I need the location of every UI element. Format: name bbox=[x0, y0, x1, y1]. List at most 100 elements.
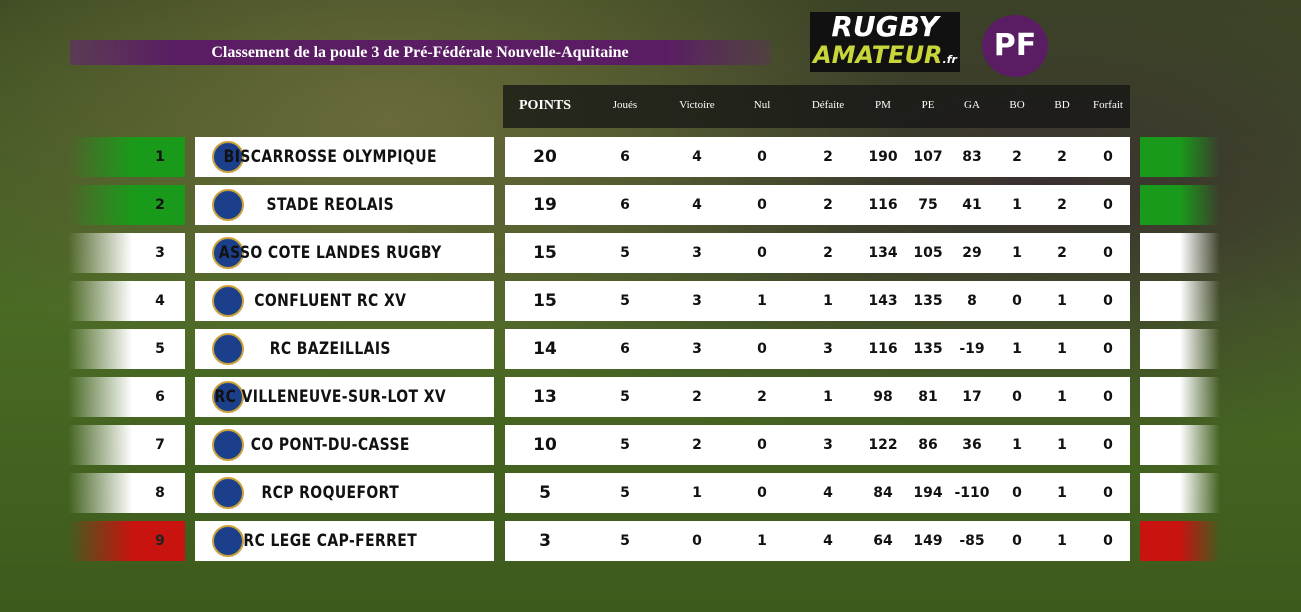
team-name: ASSO COTE LANDES RUGBY bbox=[218, 243, 442, 263]
stat: 83 bbox=[962, 149, 982, 165]
title: Classement de la poule 3 de Pré-Fédérale… bbox=[70, 40, 770, 65]
column-header: BD bbox=[1054, 99, 1070, 111]
stat: 1 bbox=[1057, 533, 1067, 549]
rank: 8 bbox=[155, 485, 165, 501]
stat: -110 bbox=[954, 485, 990, 501]
stat: 3 bbox=[692, 245, 702, 261]
stat: 1 bbox=[1012, 341, 1022, 357]
stats-cell bbox=[505, 185, 1130, 225]
team-logo bbox=[212, 189, 244, 221]
team-cell bbox=[195, 425, 494, 465]
stat: 8 bbox=[967, 293, 977, 309]
stats-cell bbox=[505, 377, 1130, 417]
column-header: Nul bbox=[753, 99, 771, 111]
stat: 1 bbox=[1057, 485, 1067, 501]
team-logo bbox=[212, 525, 244, 557]
stat: 0 bbox=[1012, 389, 1022, 405]
stat: -85 bbox=[959, 533, 985, 549]
team-cell bbox=[195, 185, 494, 225]
stat: 190 bbox=[868, 149, 898, 165]
stat: 0 bbox=[757, 437, 767, 453]
stat: 0 bbox=[757, 485, 767, 501]
stat: 4 bbox=[823, 533, 833, 549]
rank-cell bbox=[68, 185, 185, 225]
stat: 1 bbox=[757, 533, 767, 549]
zone-cell bbox=[1140, 185, 1220, 225]
stat: 75 bbox=[918, 197, 938, 213]
stat: 135 bbox=[913, 341, 943, 357]
stat: 1 bbox=[1012, 197, 1022, 213]
stat: 1 bbox=[1057, 437, 1067, 453]
logo-suffix: .fr bbox=[942, 53, 957, 66]
team-cell bbox=[195, 281, 494, 321]
team-name: BISCARROSSE OLYMPIQUE bbox=[223, 147, 437, 167]
stat: 10 bbox=[533, 435, 557, 455]
stat: 1 bbox=[1057, 293, 1067, 309]
stat: 5 bbox=[620, 485, 630, 501]
badge: PF bbox=[982, 15, 1048, 77]
stat: 2 bbox=[823, 149, 833, 165]
column-header: PE bbox=[921, 99, 935, 111]
stats-cell bbox=[505, 233, 1130, 273]
stat: 1 bbox=[692, 485, 702, 501]
rank-cell bbox=[68, 233, 185, 273]
stat: 64 bbox=[873, 533, 893, 549]
team-cell bbox=[195, 329, 494, 369]
stat: 17 bbox=[962, 389, 982, 405]
stat: 41 bbox=[962, 197, 982, 213]
stat: 3 bbox=[692, 293, 702, 309]
team-cell bbox=[195, 233, 494, 273]
stat: 0 bbox=[757, 341, 767, 357]
team-logo bbox=[212, 285, 244, 317]
stat: 36 bbox=[962, 437, 982, 453]
stat: 86 bbox=[918, 437, 938, 453]
stat: 4 bbox=[823, 485, 833, 501]
team-name: STADE REOLAIS bbox=[266, 195, 395, 215]
team-name: CO PONT-DU-CASSE bbox=[250, 435, 410, 455]
stat: 0 bbox=[1103, 341, 1113, 357]
stats-cell bbox=[505, 137, 1130, 177]
stat: 5 bbox=[620, 293, 630, 309]
stat: 13 bbox=[533, 387, 557, 407]
stat: 20 bbox=[533, 147, 557, 167]
stat: 0 bbox=[1103, 533, 1113, 549]
stat: 0 bbox=[1103, 485, 1113, 501]
stat: 3 bbox=[823, 437, 833, 453]
stat: 135 bbox=[913, 293, 943, 309]
logo-top: RUGBY bbox=[831, 10, 939, 43]
stat: 3 bbox=[692, 341, 702, 357]
column-header: GA bbox=[964, 99, 980, 111]
stat: 1 bbox=[1057, 389, 1067, 405]
stat: 29 bbox=[962, 245, 982, 261]
rank: 4 bbox=[155, 293, 165, 309]
stat: 194 bbox=[913, 485, 943, 501]
stat: 1 bbox=[1057, 341, 1067, 357]
column-header: Joués bbox=[612, 99, 638, 111]
stat: 1 bbox=[757, 293, 767, 309]
rank: 9 bbox=[155, 533, 165, 549]
stat: 0 bbox=[1012, 533, 1022, 549]
stat: 6 bbox=[620, 197, 630, 213]
stat: 84 bbox=[873, 485, 893, 501]
stat: 2 bbox=[1057, 245, 1067, 261]
rank-cell bbox=[68, 329, 185, 369]
stat: 0 bbox=[757, 149, 767, 165]
team-cell bbox=[195, 521, 494, 561]
team-name: RCP ROQUEFORT bbox=[261, 483, 400, 503]
stat: 116 bbox=[868, 197, 898, 213]
stat: 2 bbox=[692, 389, 702, 405]
logo-word: AMATEUR bbox=[813, 41, 943, 69]
stat: 2 bbox=[823, 197, 833, 213]
rank-cell bbox=[68, 377, 185, 417]
stats-cell bbox=[505, 281, 1130, 321]
rank-cell bbox=[68, 281, 185, 321]
team-cell bbox=[195, 473, 494, 513]
stat: 1 bbox=[1012, 437, 1022, 453]
stat: 6 bbox=[620, 341, 630, 357]
stat: 0 bbox=[1103, 197, 1113, 213]
column-header: POINTS bbox=[518, 98, 572, 113]
stat: 0 bbox=[1103, 293, 1113, 309]
stats-cell bbox=[505, 521, 1130, 561]
rank: 3 bbox=[155, 245, 165, 261]
